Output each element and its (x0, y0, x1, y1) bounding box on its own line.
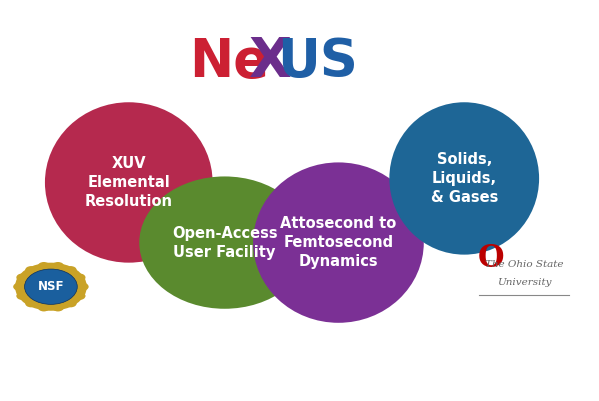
Circle shape (77, 283, 89, 291)
Text: X: X (249, 35, 292, 89)
Text: XUV
Elemental
Resolution: XUV Elemental Resolution (85, 156, 173, 209)
Circle shape (25, 266, 37, 274)
Text: NSF: NSF (38, 280, 64, 293)
Circle shape (52, 304, 64, 312)
Circle shape (16, 292, 28, 300)
Circle shape (65, 266, 77, 274)
Circle shape (15, 263, 87, 311)
Ellipse shape (45, 102, 213, 263)
Circle shape (74, 292, 86, 300)
Text: Attosecond to
Femtosecond
Dynamics: Attosecond to Femtosecond Dynamics (280, 216, 397, 269)
Text: Solids,
Liquids,
& Gases: Solids, Liquids, & Gases (431, 152, 498, 205)
Text: US: US (277, 36, 358, 88)
Text: O: O (478, 243, 504, 274)
Ellipse shape (140, 176, 310, 309)
Circle shape (38, 262, 50, 270)
Ellipse shape (389, 102, 539, 255)
Text: Open-Access
User Facility: Open-Access User Facility (172, 225, 277, 260)
Circle shape (25, 299, 37, 307)
Circle shape (13, 283, 25, 291)
Text: Ne: Ne (189, 36, 270, 88)
Circle shape (25, 269, 77, 304)
Circle shape (74, 273, 86, 282)
Ellipse shape (253, 162, 423, 323)
Text: The Ohio State: The Ohio State (485, 260, 564, 269)
Circle shape (65, 299, 77, 307)
Circle shape (52, 262, 64, 270)
Text: University: University (497, 278, 551, 287)
Circle shape (16, 273, 28, 282)
Circle shape (38, 304, 50, 312)
